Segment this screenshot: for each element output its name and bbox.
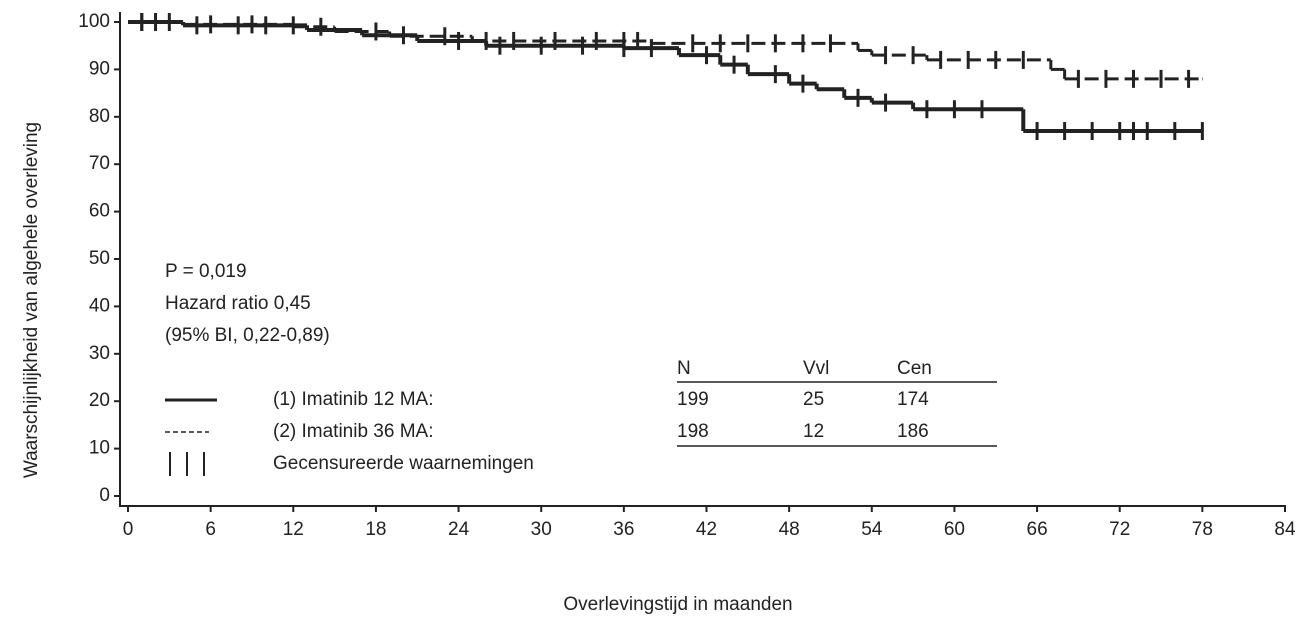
x-tick-label: 72	[1109, 519, 1130, 540]
y-tick-label: 80	[89, 106, 110, 127]
x-tick-label: 84	[1274, 519, 1296, 540]
table-cell: 12	[803, 421, 824, 442]
y-tick-label: 30	[89, 343, 110, 364]
legend-label: Gecensureerde waarnemingen	[273, 453, 534, 474]
y-tick-label: 10	[89, 438, 110, 459]
x-tick-label: 42	[696, 519, 717, 540]
y-tick-label: 50	[89, 248, 110, 269]
legend-symbol	[169, 452, 205, 476]
annotation: Hazard ratio 0,45	[165, 293, 311, 314]
x-tick-label: 36	[613, 519, 634, 540]
y-tick-label: 40	[89, 295, 110, 316]
annotation: (95% BI, 0,22-0,89)	[165, 325, 330, 346]
table-cell: 199	[677, 389, 709, 410]
x-tick-label: 66	[1027, 519, 1048, 540]
x-tick-label: 78	[1192, 519, 1213, 540]
x-tick-label: 30	[531, 519, 552, 540]
y-tick-label: 70	[89, 153, 110, 174]
annotation: P = 0,019	[165, 261, 247, 282]
x-tick-label: 48	[779, 519, 800, 540]
table-header: Cen	[897, 358, 932, 379]
table-cell: 198	[677, 421, 709, 442]
x-tick-label: 0	[123, 519, 134, 540]
table-cell: 186	[897, 421, 929, 442]
y-tick-label: 60	[89, 201, 110, 222]
x-tick-label: 24	[448, 519, 470, 540]
table-header: N	[677, 358, 691, 379]
x-tick-label: 54	[861, 519, 883, 540]
y-tick-label: 0	[99, 485, 110, 506]
y-tick-label: 90	[89, 58, 110, 79]
x-tick-label: 6	[205, 519, 216, 540]
legend-label: (1) Imatinib 12 MA:	[273, 389, 434, 410]
table-cell: 25	[803, 389, 824, 410]
y-axis-label: Waarschijnlijkheid van algehele overlevi…	[21, 122, 42, 478]
table-cell: 174	[897, 389, 929, 410]
y-tick-label: 20	[89, 390, 110, 411]
legend-label: (2) Imatinib 36 MA:	[273, 421, 434, 442]
x-tick-label: 12	[283, 519, 304, 540]
x-tick-label: 18	[365, 519, 386, 540]
x-axis-label: Overlevingstijd in maanden	[563, 594, 792, 615]
y-tick-label: 100	[78, 11, 110, 32]
table-header: Vvl	[803, 358, 829, 379]
x-tick-label: 60	[944, 519, 965, 540]
